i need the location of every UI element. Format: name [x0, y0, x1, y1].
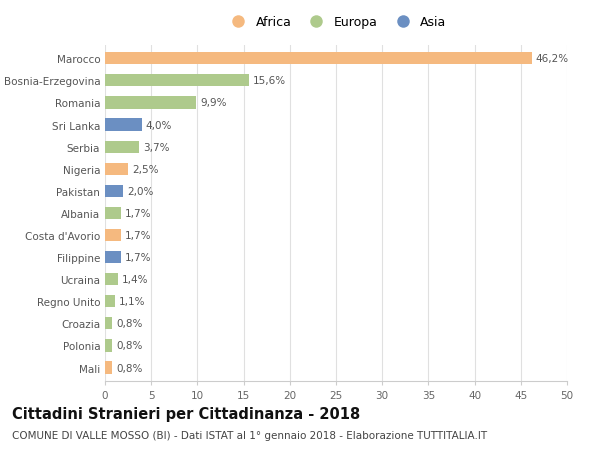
Bar [105, 185, 124, 197]
Bar [105, 362, 112, 374]
Bar [105, 141, 139, 153]
Text: COMUNE DI VALLE MOSSO (BI) - Dati ISTAT al 1° gennaio 2018 - Elaborazione TUTTIT: COMUNE DI VALLE MOSSO (BI) - Dati ISTAT … [12, 431, 487, 441]
Text: 0,8%: 0,8% [116, 363, 142, 373]
Bar [105, 53, 532, 65]
Bar [105, 274, 118, 285]
Text: 1,7%: 1,7% [124, 208, 151, 218]
Bar [105, 207, 121, 219]
Text: 1,7%: 1,7% [124, 230, 151, 241]
Text: 1,7%: 1,7% [124, 252, 151, 263]
Text: 4,0%: 4,0% [146, 120, 172, 130]
Bar [105, 163, 128, 175]
Bar [105, 340, 112, 352]
Text: 46,2%: 46,2% [536, 54, 569, 64]
Text: 1,1%: 1,1% [119, 297, 145, 307]
Text: 3,7%: 3,7% [143, 142, 169, 152]
Text: 1,4%: 1,4% [122, 274, 148, 285]
Bar [105, 97, 196, 109]
Bar [105, 252, 121, 263]
Bar [105, 119, 142, 131]
Text: 0,8%: 0,8% [116, 341, 142, 351]
Legend: Africa, Europa, Asia: Africa, Europa, Asia [222, 12, 450, 33]
Bar [105, 75, 249, 87]
Text: 0,8%: 0,8% [116, 319, 142, 329]
Text: Cittadini Stranieri per Cittadinanza - 2018: Cittadini Stranieri per Cittadinanza - 2… [12, 406, 360, 421]
Text: 15,6%: 15,6% [253, 76, 286, 86]
Bar [105, 230, 121, 241]
Bar [105, 318, 112, 330]
Text: 2,0%: 2,0% [127, 186, 154, 196]
Bar [105, 296, 115, 308]
Text: 9,9%: 9,9% [200, 98, 227, 108]
Text: 2,5%: 2,5% [132, 164, 158, 174]
